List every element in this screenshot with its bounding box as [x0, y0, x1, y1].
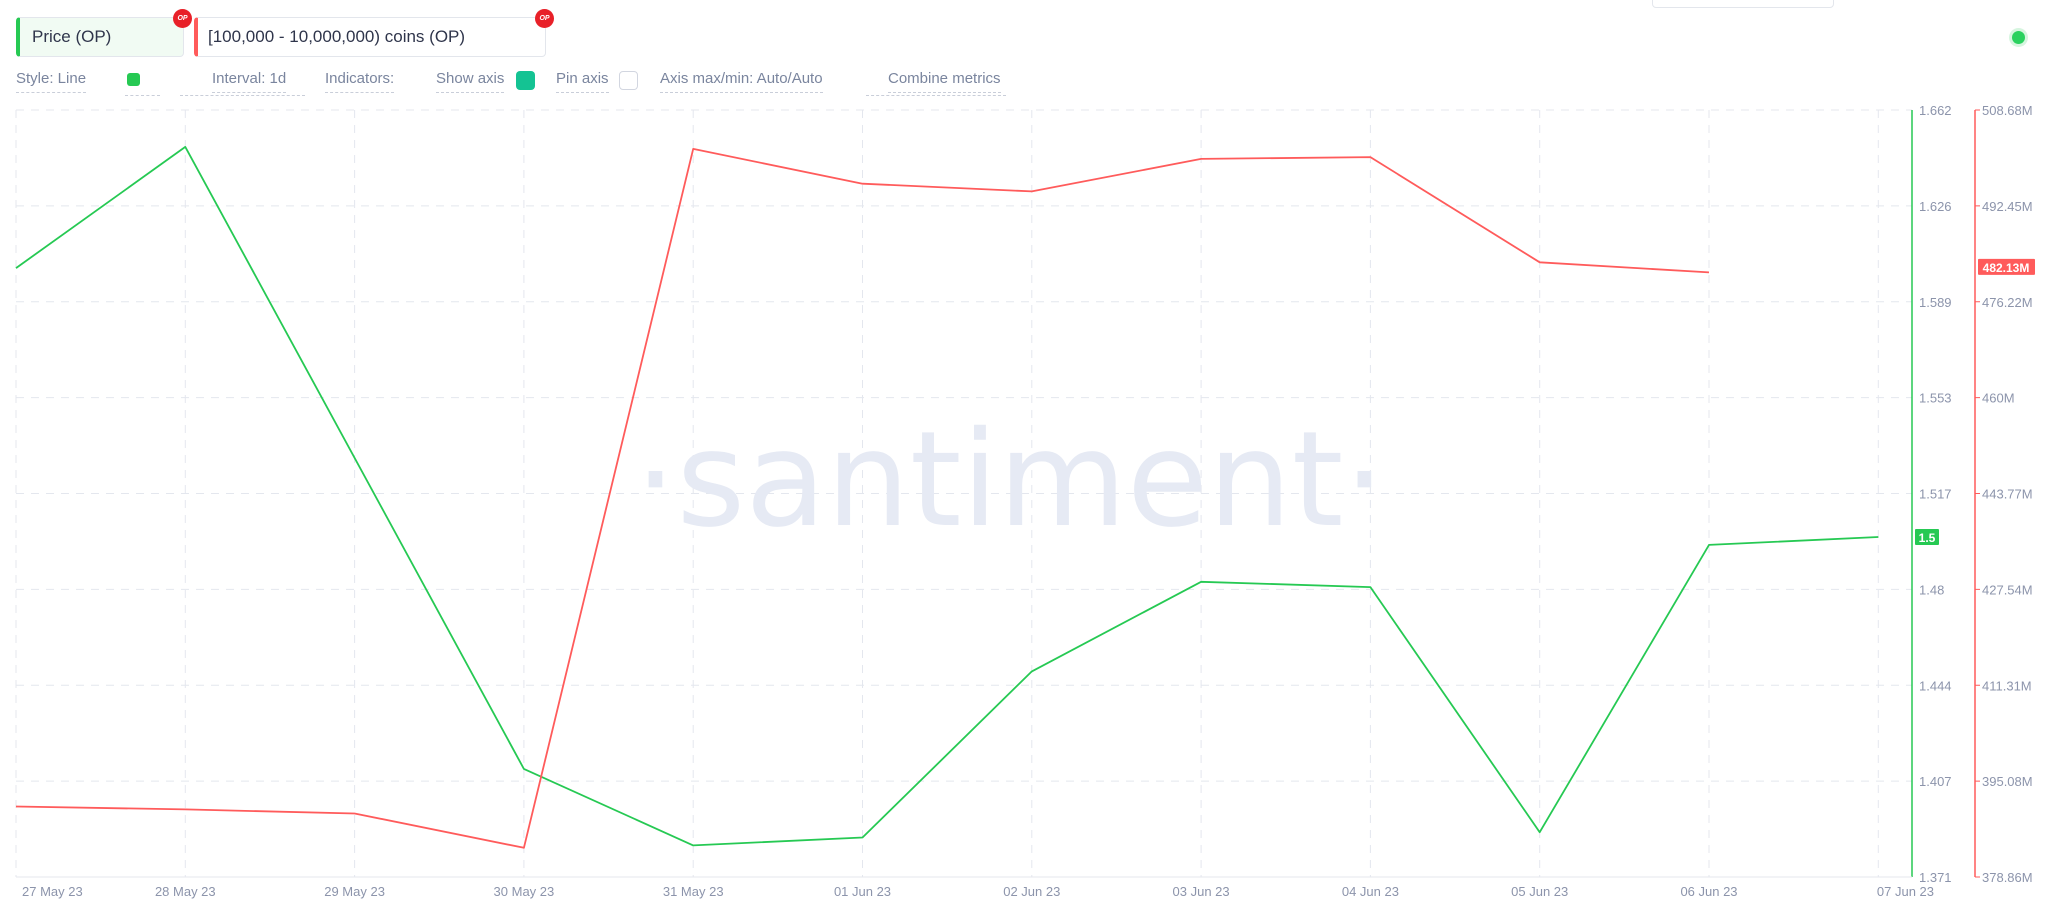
chart-grid [15, 109, 1912, 878]
date-tick-label: 07 Jun 23 [1877, 884, 1934, 899]
combine-metrics-setting[interactable]: Combine metrics [888, 70, 1001, 93]
interval-setting[interactable]: Interval: 1d [212, 70, 287, 93]
date-tick-label: 01 Jun 23 [834, 884, 891, 899]
date-tick-label: 06 Jun 23 [1680, 884, 1737, 899]
date-tick-label: 29 May 23 [324, 884, 385, 899]
op-token-icon: OP [535, 9, 554, 28]
current-holders-badge [1978, 258, 2035, 275]
live-status-icon [2012, 31, 2025, 44]
right-axis-tick: 443.77M [1982, 487, 2033, 502]
right-axis-tick: 460M [1982, 391, 2015, 406]
santiment-watermark: ·santiment· [635, 403, 1386, 557]
left-axis-tick: 1.407 [1919, 774, 1952, 789]
right-axis-tick: 427.54M [1982, 582, 2033, 597]
pin-axis-checkbox[interactable] [619, 71, 638, 90]
date-tick-label: 28 May 23 [155, 884, 216, 899]
left-axis-tick: 1.517 [1919, 487, 1952, 502]
metric-price-op-label: Price (OP) [32, 27, 112, 46]
right-axis-tick: 492.45M [1982, 199, 2033, 214]
current-price-badge [1915, 528, 1939, 545]
top-right-control[interactable] [1652, 0, 1834, 8]
left-axis-tick: 1.662 [1919, 103, 1952, 118]
indicators-setting[interactable]: Indicators: [325, 70, 395, 93]
current-price-label: 1.5 [1919, 531, 1936, 545]
pin-axis-setting[interactable]: Pin axis [556, 70, 609, 93]
left-axis-tick: 1.553 [1919, 391, 1952, 406]
left-axis-tick: 1.589 [1919, 295, 1952, 310]
right-axis-tick: 508.68M [1982, 103, 2033, 118]
left-axis-tick: 1.626 [1919, 199, 1952, 214]
right-axis-tick: 411.31M [1982, 678, 2032, 693]
date-tick-label: 05 Jun 23 [1511, 884, 1568, 899]
left-axis-tick: 1.48 [1919, 582, 1944, 597]
right-axis-tick: 395.08M [1982, 774, 2033, 789]
axis-maxmin-setting[interactable]: Axis max/min: Auto/Auto [660, 70, 823, 93]
date-tick-label: 03 Jun 23 [1173, 884, 1230, 899]
date-tick-label: 31 May 23 [663, 884, 724, 899]
chart-series [15, 145, 1879, 849]
swatch-underline [125, 95, 160, 96]
interval-underline [180, 95, 305, 96]
show-axis-setting[interactable]: Show axis [436, 70, 505, 93]
date-tick-label: 30 May 23 [494, 884, 555, 899]
metric-holders-op-label: [100,000 - 10,000,000) coins (OP) [208, 27, 466, 46]
right-axis-tick: 476.22M [1982, 295, 2033, 310]
right-axis-tick: 378.86M [1982, 870, 2033, 885]
left-axis-tick: 1.444 [1919, 678, 1952, 693]
metric-holders-op[interactable]: [100,000 - 10,000,000) coins (OP) OP [194, 9, 554, 57]
date-tick-label: 27 May 23 [22, 884, 83, 899]
date-tick-label: 02 Jun 23 [1003, 884, 1060, 899]
chart-axes [16, 109, 1980, 878]
metric-price-op[interactable]: Price (OP) OP [16, 9, 192, 57]
style-setting[interactable]: Style: Line [16, 70, 87, 93]
current-holders-label: 482.13M [1983, 261, 2030, 275]
chart-labels: 1.662 508.68M 1.626 492.45M 1.589 476.22M 1.55… [22, 103, 2035, 899]
op-token-icon: OP [173, 9, 192, 28]
show-axis-checkbox[interactable] [516, 71, 535, 90]
left-axis-tick: 1.371 [1919, 870, 1952, 885]
color-swatch[interactable] [127, 73, 140, 86]
date-tick-label: 04 Jun 23 [1342, 884, 1399, 899]
combine-underline [866, 95, 1006, 96]
